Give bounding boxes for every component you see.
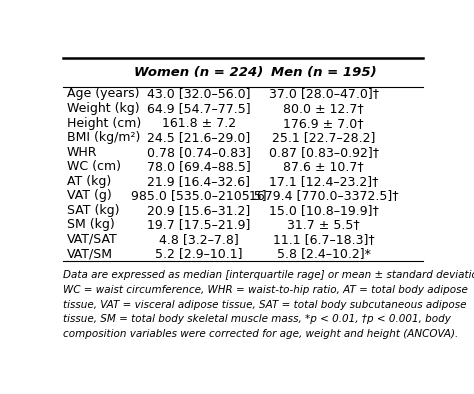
Text: AT (kg): AT (kg) [66, 175, 111, 188]
Text: Weight (kg): Weight (kg) [66, 102, 139, 115]
Text: 24.5 [21.6–29.0]: 24.5 [21.6–29.0] [147, 131, 250, 144]
Text: 64.9 [54.7–77.5]: 64.9 [54.7–77.5] [147, 102, 251, 115]
Text: 5.2 [2.9–10.1]: 5.2 [2.9–10.1] [155, 247, 243, 260]
Text: SM (kg): SM (kg) [66, 218, 114, 231]
Text: 5.8 [2.4–10.2]*: 5.8 [2.4–10.2]* [277, 247, 371, 260]
Text: 19.7 [17.5–21.9]: 19.7 [17.5–21.9] [147, 218, 251, 231]
Text: composition variables were corrected for age, weight and height (ANCOVA).: composition variables were corrected for… [63, 329, 458, 339]
Text: 25.1 [22.7–28.2]: 25.1 [22.7–28.2] [272, 131, 375, 144]
Text: 15.0 [10.8–19.9]†: 15.0 [10.8–19.9]† [269, 204, 379, 217]
Text: 37.0 [28.0–47.0]†: 37.0 [28.0–47.0]† [269, 87, 379, 100]
Text: tissue, SM = total body skeletal muscle mass, *p < 0.01, †p < 0.001, body: tissue, SM = total body skeletal muscle … [63, 314, 451, 324]
Text: 985.0 [535.0–2105.5]: 985.0 [535.0–2105.5] [131, 189, 267, 202]
Text: Data are expressed as median [interquartile rage] or mean ± standard deviation,: Data are expressed as median [interquart… [63, 270, 474, 280]
Text: 87.6 ± 10.7†: 87.6 ± 10.7† [283, 160, 364, 173]
Text: 43.0 [32.0–56.0]: 43.0 [32.0–56.0] [147, 87, 251, 100]
Text: WC (cm): WC (cm) [66, 160, 120, 173]
Text: 78.0 [69.4–88.5]: 78.0 [69.4–88.5] [147, 160, 251, 173]
Text: 21.9 [16.4–32.6]: 21.9 [16.4–32.6] [147, 175, 250, 188]
Text: Women (n = 224): Women (n = 224) [134, 66, 264, 79]
Text: Height (cm): Height (cm) [66, 117, 141, 130]
Text: Men (n = 195): Men (n = 195) [271, 66, 376, 79]
Text: 1679.4 [770.0–3372.5]†: 1679.4 [770.0–3372.5]† [249, 189, 399, 202]
Text: WC = waist circumference, WHR = waist-to-hip ratio, AT = total body adipose: WC = waist circumference, WHR = waist-to… [63, 285, 468, 295]
Text: 80.0 ± 12.7†: 80.0 ± 12.7† [283, 102, 364, 115]
Text: 4.8 [3.2–7.8]: 4.8 [3.2–7.8] [159, 233, 239, 246]
Text: 0.87 [0.83–0.92]†: 0.87 [0.83–0.92]† [269, 146, 379, 159]
Text: 11.1 [6.7–18.3]†: 11.1 [6.7–18.3]† [273, 233, 374, 246]
Text: 31.7 ± 5.5†: 31.7 ± 5.5† [287, 218, 360, 231]
Text: BMI (kg/m²): BMI (kg/m²) [66, 131, 140, 144]
Text: 161.8 ± 7.2: 161.8 ± 7.2 [162, 117, 236, 130]
Text: Age (years): Age (years) [66, 87, 139, 100]
Text: WHR: WHR [66, 146, 97, 159]
Text: VAT/SAT: VAT/SAT [66, 233, 118, 246]
Text: 17.1 [12.4–23.2]†: 17.1 [12.4–23.2]† [269, 175, 379, 188]
Text: 20.9 [15.6–31.2]: 20.9 [15.6–31.2] [147, 204, 250, 217]
Text: tissue, VAT = visceral adipose tissue, SAT = total body subcutaneous adipose: tissue, VAT = visceral adipose tissue, S… [63, 300, 466, 310]
Text: SAT (kg): SAT (kg) [66, 204, 119, 217]
Text: VAT (g): VAT (g) [66, 189, 111, 202]
Text: 0.78 [0.74–0.83]: 0.78 [0.74–0.83] [147, 146, 251, 159]
Text: VAT/SM: VAT/SM [66, 247, 113, 260]
Text: 176.9 ± 7.0†: 176.9 ± 7.0† [283, 117, 364, 130]
